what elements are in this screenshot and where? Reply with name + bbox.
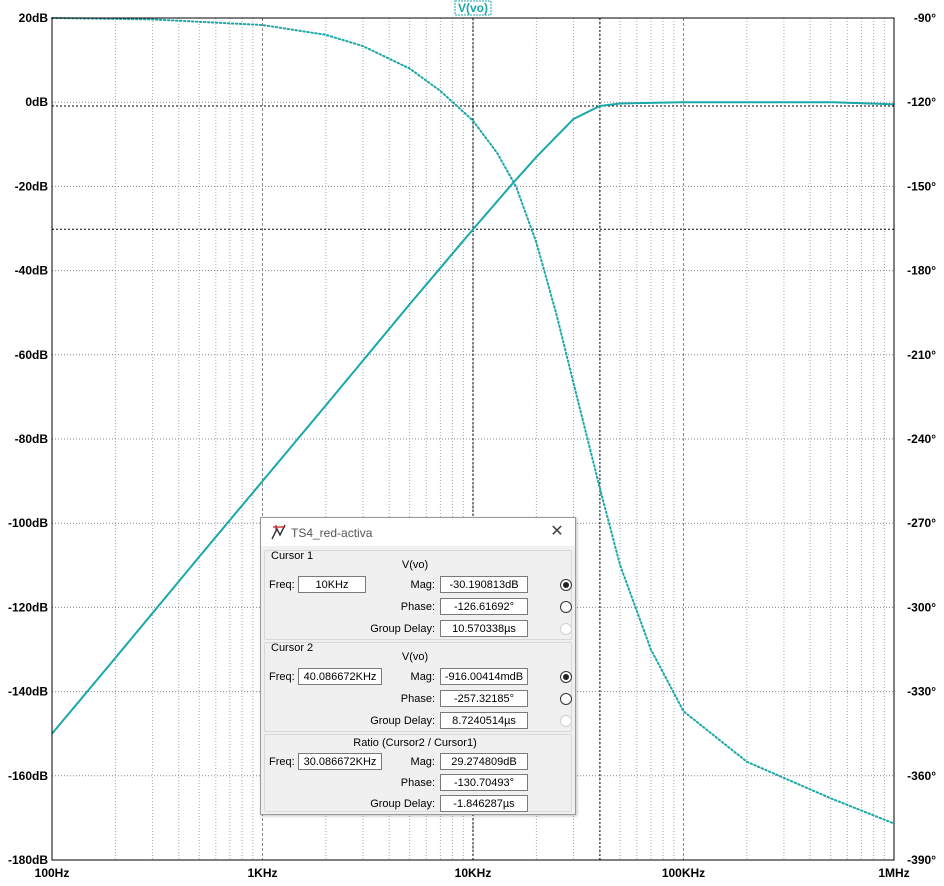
phase-trace bbox=[51, 17, 895, 825]
cursor2-freq-field[interactable]: 40.086672KHz bbox=[298, 668, 382, 685]
y-right-tick-label: -300° bbox=[907, 600, 936, 614]
x-tick-label: 1MHz bbox=[878, 866, 909, 880]
cursor1-phase-radio[interactable] bbox=[560, 601, 572, 613]
cursor1-mag-label: Mag: bbox=[410, 579, 435, 591]
cursor1-group: Cursor 1 V(vo) Freq: 10KHz Mag: -30.1908… bbox=[264, 550, 572, 640]
y-left-tick-label: 20dB bbox=[19, 11, 49, 25]
y-left-tick-label: 0dB bbox=[25, 95, 48, 109]
ratio-mag-field: 29.274809dB bbox=[440, 753, 528, 770]
y-right-tick-label: -210° bbox=[907, 348, 936, 362]
ratio-group-title: Ratio (Cursor2 / Cursor1) bbox=[353, 737, 477, 749]
y-left-tick-labels: 20dB 0dB -20dB -40dB -60dB -80dB -100dB -120dB -… bbox=[8, 11, 48, 867]
cursor1-mag-radio[interactable] bbox=[560, 579, 572, 591]
cursor1-group-title: Cursor 1 bbox=[271, 550, 314, 562]
dialog-titlebar[interactable]: TS4_red-activa ✕ bbox=[261, 518, 575, 546]
dialog-title: TS4_red-activa bbox=[291, 526, 373, 540]
y-right-tick-label: -180° bbox=[907, 264, 936, 278]
cursor2-phase-radio[interactable] bbox=[560, 693, 572, 705]
y-left-tick-label: -140dB bbox=[8, 685, 48, 699]
cursor2-phase-field: -257.32185° bbox=[440, 690, 528, 707]
cursor2-gd-label: Group Delay: bbox=[370, 715, 435, 727]
cursor2-mag-radio[interactable] bbox=[560, 671, 572, 683]
y-left-tick-label: -100dB bbox=[8, 516, 48, 530]
y-right-tick-label: -360° bbox=[907, 769, 936, 783]
y-right-tick-labels: -90° -120° -150° -180° -210° -240° -270° -300° -… bbox=[907, 11, 936, 867]
cursor2-phase-label: Phase: bbox=[400, 693, 435, 705]
cursor1-phase-field: -126.61692° bbox=[440, 598, 528, 615]
cursor1-gd-radio bbox=[560, 623, 572, 635]
y-left-tick-label: -160dB bbox=[8, 769, 48, 783]
close-icon[interactable]: ✕ bbox=[550, 523, 564, 540]
y-right-tick-label: -90° bbox=[914, 11, 936, 25]
cursor2-group-title: Cursor 2 bbox=[271, 642, 314, 654]
cursor1-freq-label: Freq: bbox=[269, 579, 295, 591]
ratio-freq-field: 30.086672KHz bbox=[298, 753, 382, 770]
ltspice-icon bbox=[271, 524, 286, 540]
x-tick-label: 100Hz bbox=[35, 866, 70, 880]
y-left-tick-label: -60dB bbox=[15, 348, 49, 362]
y-left-tick-label: -120dB bbox=[8, 600, 48, 614]
cursor2-group: Cursor 2 V(vo) Freq: 40.086672KHz Mag: -… bbox=[264, 642, 572, 732]
y-right-tick-label: -150° bbox=[907, 179, 936, 193]
cursor2-mag-label: Mag: bbox=[410, 671, 435, 683]
x-tick-labels: 100Hz 1KHz 10KHz 100KHz 1MHz bbox=[35, 866, 910, 880]
cursor2-trace: V(vo) bbox=[401, 651, 429, 663]
cursor1-mag-field: -30.190813dB bbox=[440, 576, 528, 593]
magnitude-trace bbox=[51, 101, 895, 735]
y-right-tick-label: -330° bbox=[907, 685, 936, 699]
x-tick-label: 100KHz bbox=[662, 866, 705, 880]
ratio-mag-label: Mag: bbox=[410, 756, 435, 768]
cursor1-trace: V(vo) bbox=[401, 559, 429, 571]
ratio-freq-label: Freq: bbox=[269, 756, 295, 768]
cursor2-gd-radio bbox=[560, 715, 572, 727]
y-left-tick-label: -20dB bbox=[15, 179, 49, 193]
traces bbox=[51, 17, 895, 825]
cursor1-gd-field: 10.570338µs bbox=[440, 620, 528, 637]
ratio-phase-label: Phase: bbox=[400, 777, 435, 789]
trace-title-group: V(vo) bbox=[454, 0, 492, 16]
y-left-tick-label: -180dB bbox=[8, 853, 48, 867]
ratio-gd-field: -1.846287µs bbox=[440, 795, 528, 812]
y-right-tick-label: -240° bbox=[907, 432, 936, 446]
cursor1-gd-label: Group Delay: bbox=[370, 623, 435, 635]
x-tick-label: 10KHz bbox=[455, 866, 492, 880]
cursor-dialog[interactable]: TS4_red-activa ✕ Cursor 1 V(vo) Freq: 10… bbox=[260, 517, 576, 815]
cursor1-freq-field[interactable]: 10KHz bbox=[298, 576, 366, 593]
cursor2-freq-label: Freq: bbox=[269, 671, 295, 683]
cursor2-gd-field: 8.7240514µs bbox=[440, 712, 528, 729]
cursor1-phase-label: Phase: bbox=[400, 601, 435, 613]
ratio-phase-field: -130.70493° bbox=[440, 774, 528, 791]
y-right-tick-label: -120° bbox=[907, 95, 936, 109]
trace-title[interactable]: V(vo) bbox=[458, 1, 488, 15]
ratio-gd-label: Group Delay: bbox=[370, 798, 435, 810]
y-right-tick-label: -270° bbox=[907, 516, 936, 530]
plot-frame bbox=[51, 17, 895, 861]
cursor2-mag-field: -916.00414mdB bbox=[440, 668, 528, 685]
ratio-group: Ratio (Cursor2 / Cursor1) Freq: 30.08667… bbox=[264, 734, 572, 812]
y-right-tick-label: -390° bbox=[907, 853, 936, 867]
x-tick-label: 1KHz bbox=[247, 866, 277, 880]
y-left-tick-label: -40dB bbox=[15, 264, 49, 278]
y-left-tick-label: -80dB bbox=[15, 432, 49, 446]
